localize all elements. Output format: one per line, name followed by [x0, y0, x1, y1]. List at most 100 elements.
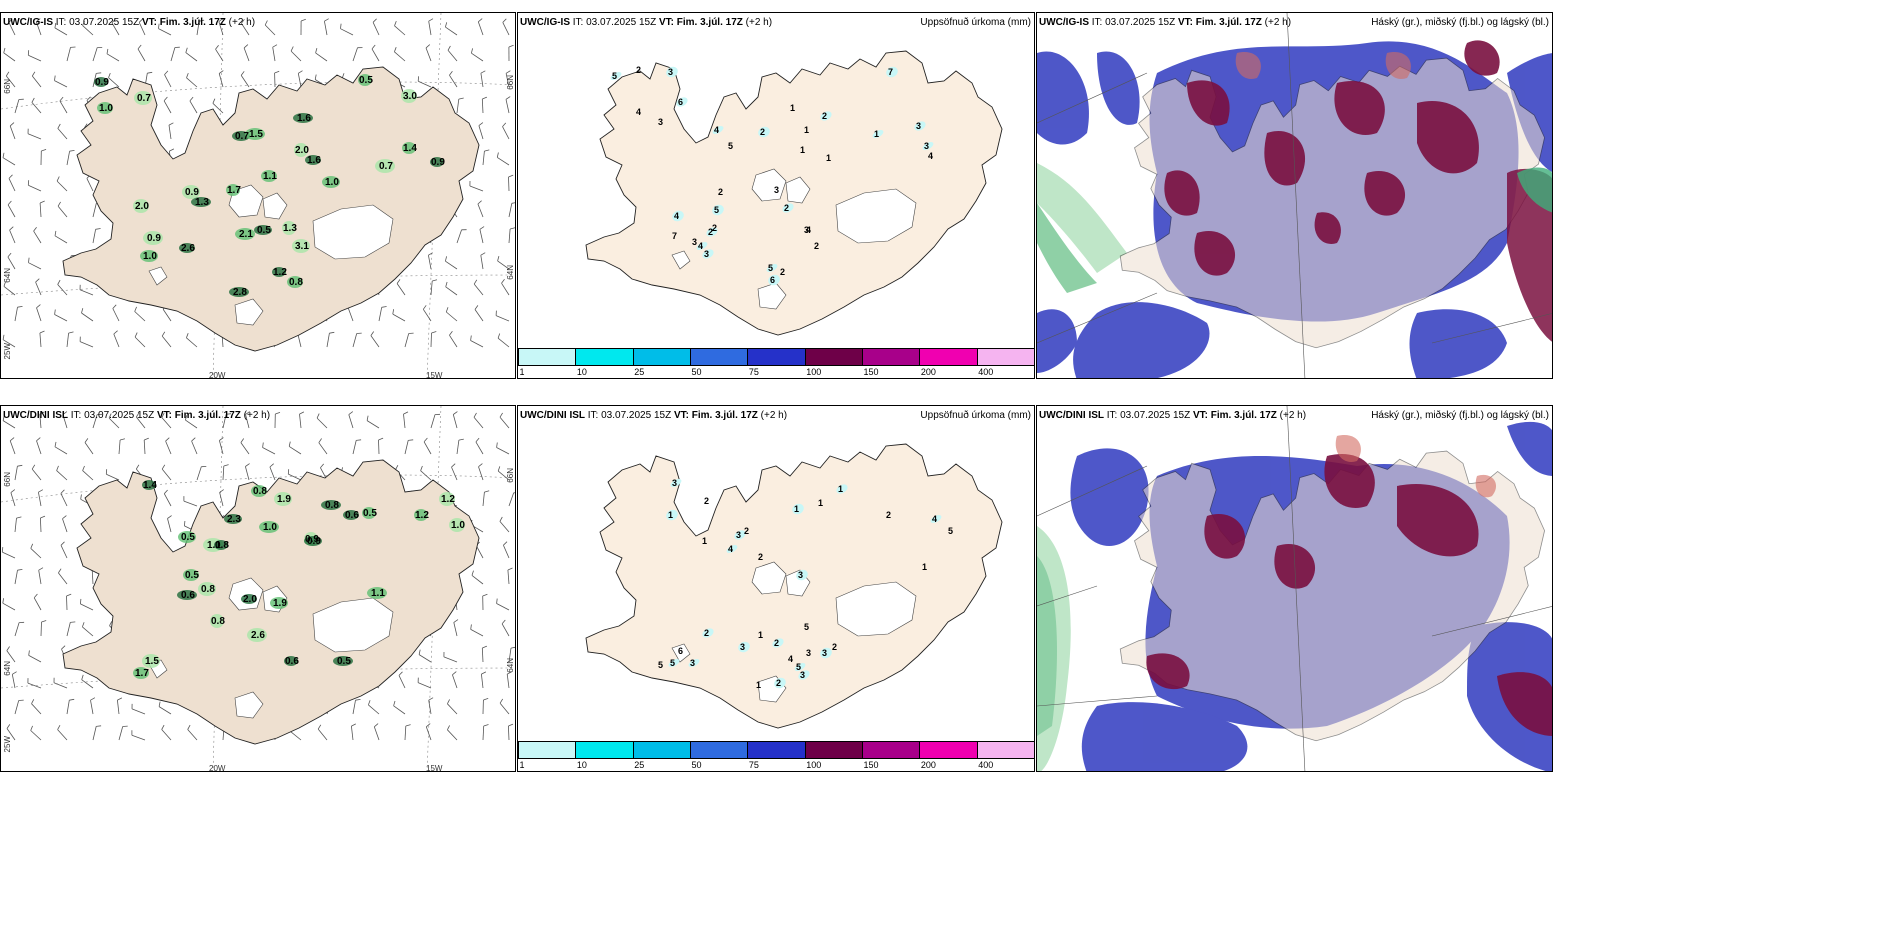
- lat-label-66n: 66N: [3, 472, 12, 487]
- gust-area: [94, 77, 108, 87]
- wind-barb-flag: [109, 621, 113, 626]
- precip-value-label: 2: [780, 267, 785, 277]
- wind-barb-flag: [505, 70, 511, 74]
- wind-barb: [40, 517, 42, 533]
- wind-barb: [80, 603, 94, 611]
- wind-barb-flag: [371, 44, 376, 50]
- legend-tick-label: 1: [519, 367, 525, 377]
- lon-label-15w: 15W: [426, 764, 443, 772]
- precip-value-label: 2: [822, 111, 827, 121]
- wind-barb-flag: [290, 46, 294, 52]
- wind-barb-flag: [185, 415, 188, 421]
- wind-value-label: 3.0: [403, 91, 417, 102]
- wind-barb-flag: [134, 332, 138, 338]
- wind-barb-flag: [501, 619, 506, 625]
- precip-value-label: 3: [800, 670, 805, 680]
- wind-barb: [187, 729, 198, 741]
- wind-barb: [423, 441, 432, 455]
- wind-barb: [57, 205, 68, 218]
- legend-tick-label: 75: [748, 367, 759, 377]
- gust-area: [226, 184, 240, 196]
- wind-barb-flag: [58, 568, 62, 574]
- wind-barb: [403, 414, 406, 429]
- wind-barb-flag: [245, 463, 250, 467]
- wind-barb: [3, 286, 16, 296]
- precip-value-label: 5: [670, 658, 675, 668]
- wind-barb: [289, 730, 302, 741]
- wind-barb-flag: [117, 697, 123, 701]
- wind-barb: [219, 440, 224, 455]
- wind-barb-flag: [453, 619, 459, 623]
- wind-barb: [351, 726, 354, 741]
- wind-barb: [445, 260, 458, 270]
- wind-barb-flag: [510, 646, 515, 649]
- wind-barb: [507, 569, 510, 585]
- wind-barb-flag: [318, 438, 322, 443]
- wind-barb-flag: [372, 18, 377, 23]
- wind-value-label: 0.6: [181, 590, 195, 601]
- panel-header: UWC/DINI ISL IT: 03.07.2025 15Z VT: Fim.…: [3, 410, 271, 421]
- wind-barb-flag: [340, 23, 342, 29]
- wind-barb-flag: [223, 464, 229, 467]
- wind-barb: [191, 440, 198, 455]
- wind-barb-flag: [138, 18, 144, 23]
- gust-area: [178, 531, 196, 543]
- wind-barb: [348, 414, 354, 429]
- wind-barb-flag: [90, 697, 96, 701]
- wind-barb: [315, 52, 328, 62]
- wind-barb-flag: [420, 465, 423, 471]
- precip-value-label: 3: [740, 642, 745, 652]
- panel-header: UWC/DINI ISL IT: 03.07.2025 15Z VT: Fim.…: [1039, 410, 1307, 421]
- wind-barb: [456, 440, 460, 455]
- precip-value-label: 4: [674, 211, 679, 221]
- wind-barb-flag: [163, 96, 168, 102]
- wind-barb-flag: [374, 723, 379, 728]
- wind-barb: [451, 466, 458, 481]
- wind-value-label: 1.1: [263, 171, 277, 182]
- wind-barb-flag: [31, 71, 36, 77]
- gust-area: [142, 480, 156, 490]
- precip-area: [930, 515, 942, 523]
- precip-value-label: 4: [806, 225, 811, 235]
- wind-barb: [471, 52, 484, 62]
- wind-barb-flag: [351, 723, 356, 727]
- legend-tick-label: 400: [978, 760, 994, 770]
- precip-value-label: 3: [672, 478, 677, 488]
- wind-barb: [430, 280, 433, 296]
- wind-barb: [218, 73, 224, 88]
- precip-area: [676, 97, 688, 107]
- precip-value-label: 4: [788, 654, 793, 664]
- wind-barb: [113, 333, 120, 348]
- legend-swatch: [747, 349, 805, 365]
- precip-area: [668, 659, 680, 667]
- wind-barb-flag: [431, 331, 437, 334]
- wind-value-label: 0.5: [337, 656, 351, 667]
- wind-barb: [38, 570, 42, 585]
- legend-tick-label: 10: [576, 760, 587, 770]
- wind-barb-flag: [17, 464, 23, 467]
- wind-barb: [212, 103, 224, 114]
- wind-barb: [79, 289, 94, 296]
- wind-barb: [81, 679, 94, 689]
- wind-barb-flag: [56, 465, 59, 471]
- lon-label-25w: 25W: [3, 736, 12, 753]
- wind-barb-flag: [502, 122, 507, 127]
- precip-value-label: 2: [636, 65, 641, 75]
- wind-barb-flag: [269, 463, 274, 468]
- wind-barb: [90, 700, 94, 715]
- wind-barb: [456, 99, 460, 114]
- wind-barb: [480, 73, 484, 88]
- gust-area: [142, 654, 160, 668]
- gust-area: [245, 128, 265, 140]
- wind-barb: [108, 417, 120, 429]
- wind-value-label: 0.7: [137, 93, 151, 104]
- wind-barb: [118, 439, 121, 455]
- precip-area: [796, 569, 808, 581]
- wind-barb-flag: [2, 598, 4, 604]
- wind-barb-flag: [5, 71, 10, 77]
- wind-barb: [189, 100, 198, 114]
- wind-barb: [14, 700, 20, 715]
- wind-barb-flag: [158, 23, 160, 29]
- wind-barb-flag: [186, 72, 189, 78]
